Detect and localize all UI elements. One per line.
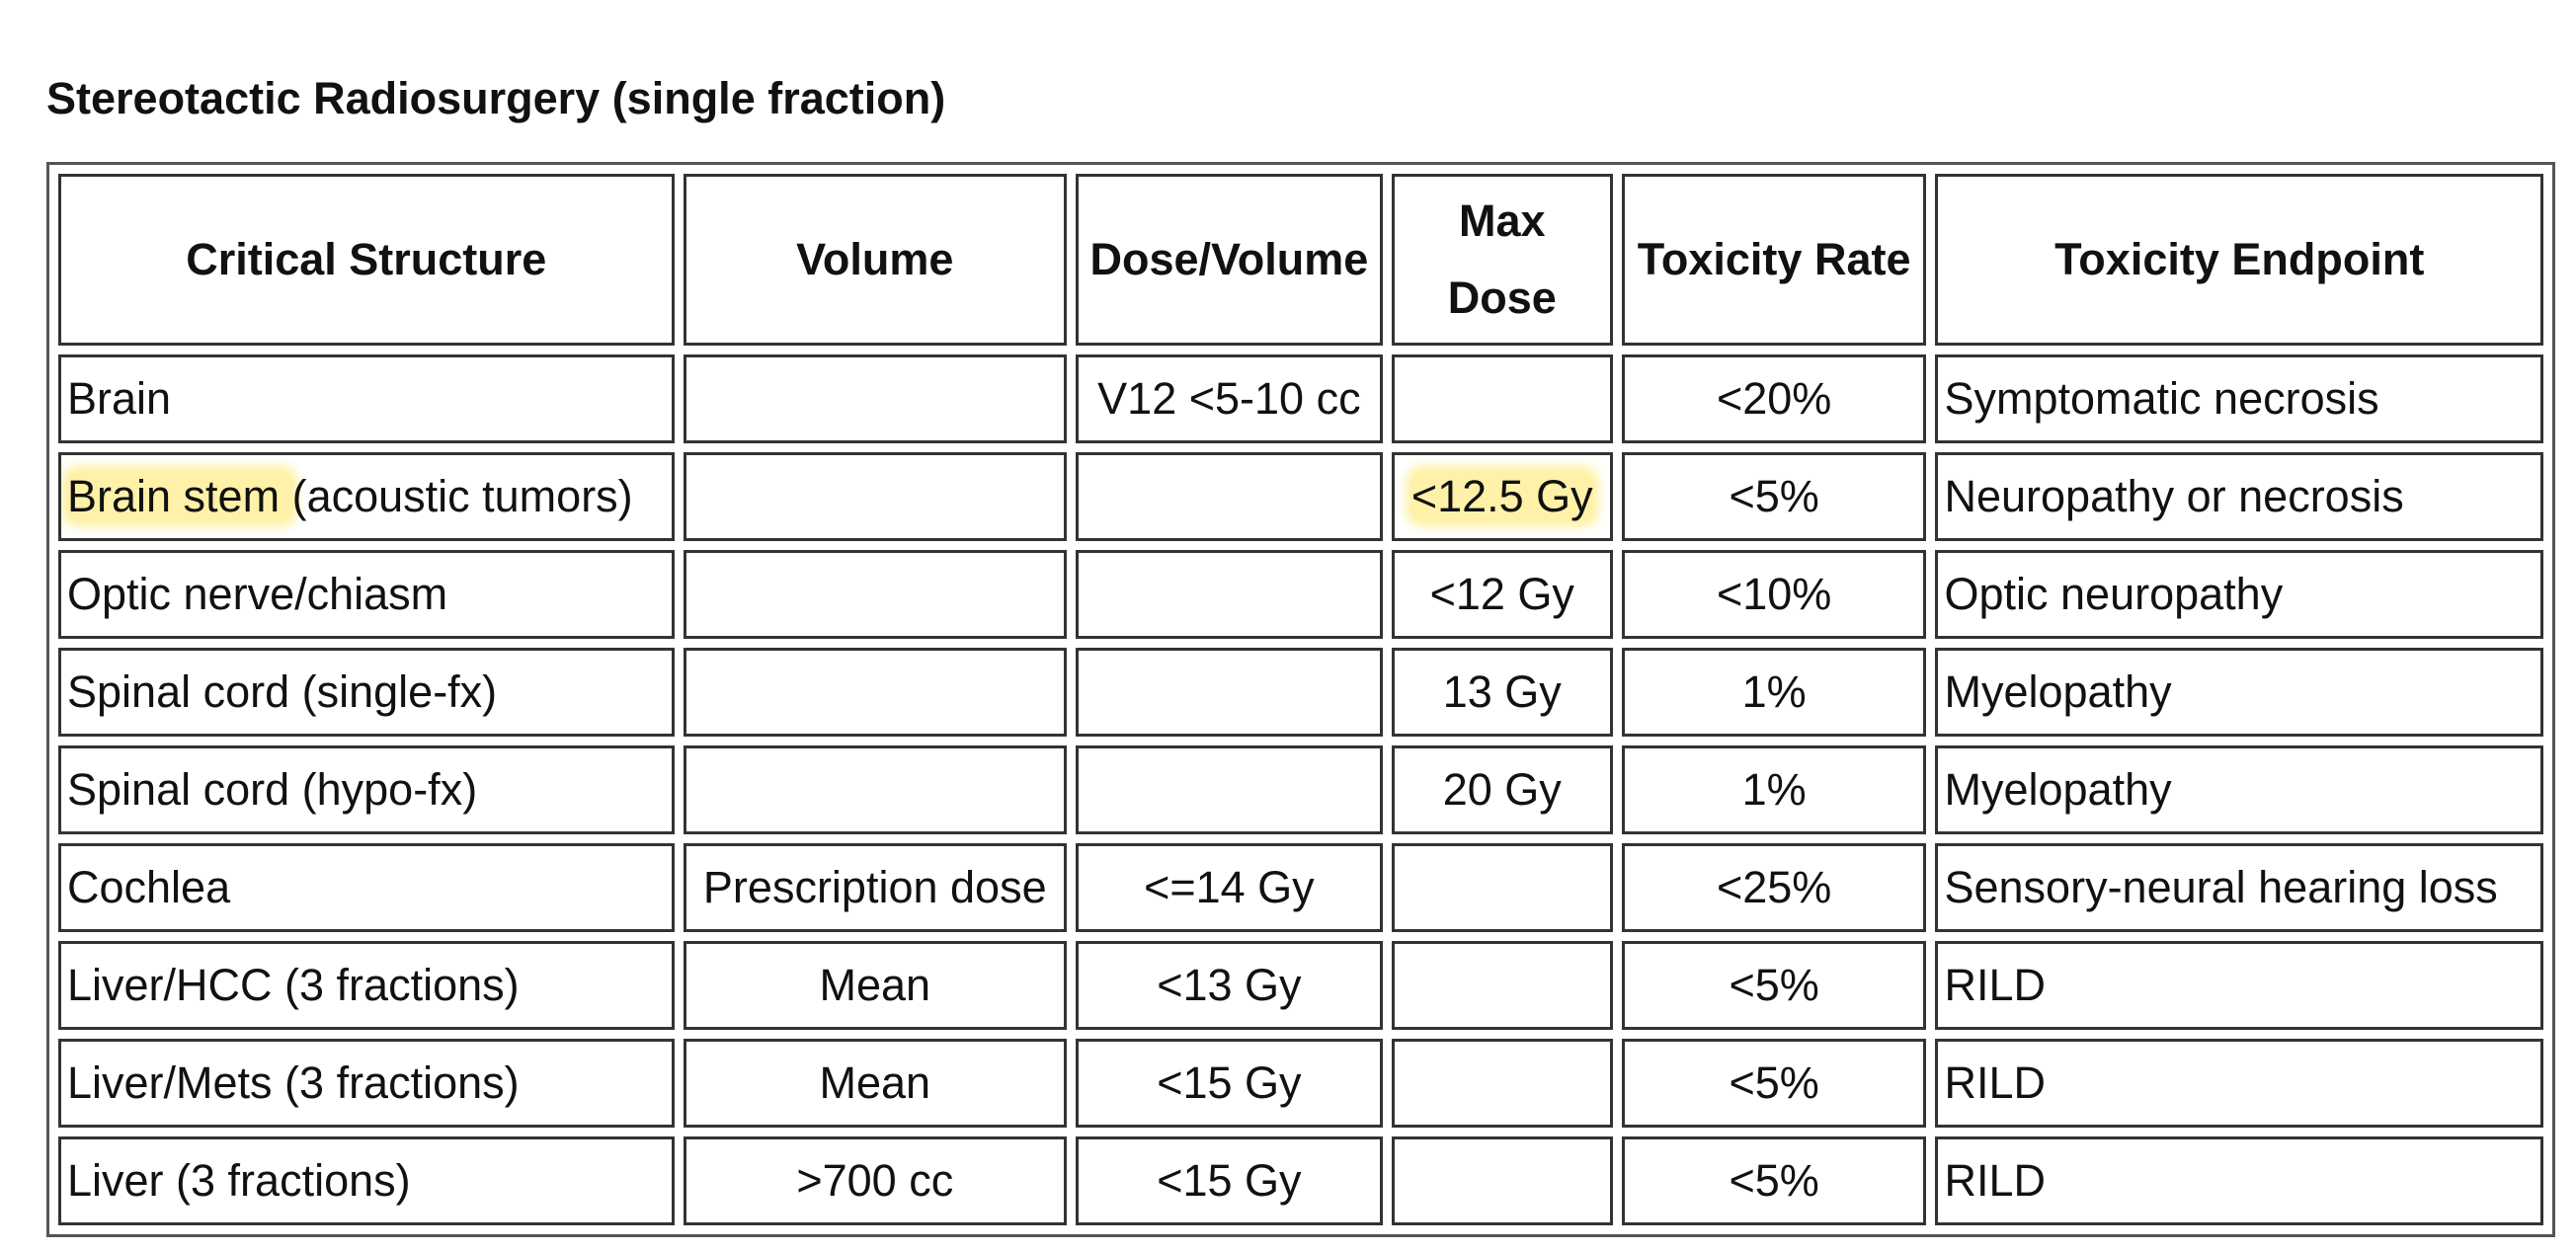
- cell-toxicity-rate: <5%: [1621, 941, 1927, 1030]
- table-row: Brain V12 <5-10 cc <20% Symptomatic necr…: [58, 354, 2543, 443]
- table-row: Liver/Mets (3 fractions) Mean <15 Gy <5%…: [58, 1039, 2543, 1128]
- cell-max-dose: <12 Gy: [1391, 550, 1613, 639]
- header-max-dose-line1: Max: [1458, 196, 1546, 246]
- cell-volume: [683, 452, 1067, 541]
- cell-toxicity-rate: 1%: [1621, 745, 1927, 834]
- cell-dose-volume: [1076, 648, 1383, 737]
- cell-dose-volume: <=14 Gy: [1076, 843, 1383, 932]
- cell-endpoint: Optic neuropathy: [1935, 550, 2543, 639]
- cell-structure: Brain: [58, 354, 675, 443]
- cell-max-dose: <12.5 Gy: [1391, 452, 1613, 541]
- cell-structure: Liver/HCC (3 fractions): [58, 941, 675, 1030]
- cell-dose-volume: V12 <5-10 cc: [1076, 354, 1383, 443]
- cell-endpoint: RILD: [1935, 1136, 2543, 1225]
- cell-endpoint: RILD: [1935, 1039, 2543, 1128]
- header-max-dose-line2: Dose: [1447, 273, 1557, 323]
- table-row: Spinal cord (hypo-fx) 20 Gy 1% Myelopath…: [58, 745, 2543, 834]
- table-container: Critical Structure Volume Dose/Volume Ma…: [46, 162, 2555, 1237]
- cell-dose-volume: <15 Gy: [1076, 1039, 1383, 1128]
- cell-structure: Spinal cord (hypo-fx): [58, 745, 675, 834]
- cell-toxicity-rate: <5%: [1621, 1039, 1927, 1128]
- table-row: Liver (3 fractions) >700 cc <15 Gy <5% R…: [58, 1136, 2543, 1225]
- cell-toxicity-rate: <5%: [1621, 452, 1927, 541]
- cell-max-dose: 13 Gy: [1391, 648, 1613, 737]
- cell-volume: [683, 648, 1067, 737]
- cell-structure-rest: (acoustic tumors): [291, 471, 633, 521]
- cell-endpoint: Myelopathy: [1935, 745, 2543, 834]
- cell-structure: Cochlea: [58, 843, 675, 932]
- cell-volume: [683, 745, 1067, 834]
- table-row: Liver/HCC (3 fractions) Mean <13 Gy <5% …: [58, 941, 2543, 1030]
- cell-dose-volume: <15 Gy: [1076, 1136, 1383, 1225]
- cell-structure: Optic nerve/chiasm: [58, 550, 675, 639]
- cell-dose-volume: [1076, 550, 1383, 639]
- cell-endpoint: RILD: [1935, 941, 2543, 1030]
- cell-toxicity-rate: <10%: [1621, 550, 1927, 639]
- table-row: Optic nerve/chiasm <12 Gy <10% Optic neu…: [58, 550, 2543, 639]
- header-toxicity-rate: Toxicity Rate: [1621, 174, 1927, 346]
- header-volume: Volume: [683, 174, 1067, 346]
- table-row: Cochlea Prescription dose <=14 Gy <25% S…: [58, 843, 2543, 932]
- header-critical-structure: Critical Structure: [58, 174, 675, 346]
- highlighted-text: <12.5 Gy: [1410, 471, 1593, 521]
- cell-endpoint: Symptomatic necrosis: [1935, 354, 2543, 443]
- header-max-dose: Max Dose: [1391, 174, 1613, 346]
- header-toxicity-endpoint: Toxicity Endpoint: [1935, 174, 2543, 346]
- cell-volume: Prescription dose: [683, 843, 1067, 932]
- cell-endpoint: Myelopathy: [1935, 648, 2543, 737]
- header-row: Critical Structure Volume Dose/Volume Ma…: [58, 174, 2543, 346]
- cell-structure: Spinal cord (single-fx): [58, 648, 675, 737]
- cell-max-dose: [1391, 354, 1613, 443]
- cell-volume: Mean: [683, 1039, 1067, 1128]
- cell-endpoint: Sensory-neural hearing loss: [1935, 843, 2543, 932]
- cell-structure: Liver/Mets (3 fractions): [58, 1039, 675, 1128]
- cell-structure: Liver (3 fractions): [58, 1136, 675, 1225]
- cell-toxicity-rate: <20%: [1621, 354, 1927, 443]
- dose-constraint-table: Critical Structure Volume Dose/Volume Ma…: [46, 162, 2555, 1237]
- cell-max-dose: 20 Gy: [1391, 745, 1613, 834]
- cell-volume: Mean: [683, 941, 1067, 1030]
- cell-max-dose: [1391, 1136, 1613, 1225]
- cell-toxicity-rate: 1%: [1621, 648, 1927, 737]
- cell-dose-volume: [1076, 452, 1383, 541]
- cell-structure: Brain stem (acoustic tumors): [58, 452, 675, 541]
- cell-max-dose: [1391, 1039, 1613, 1128]
- cell-max-dose: [1391, 843, 1613, 932]
- header-dose-volume: Dose/Volume: [1076, 174, 1383, 346]
- cell-dose-volume: <13 Gy: [1076, 941, 1383, 1030]
- cell-endpoint: Neuropathy or necrosis: [1935, 452, 2543, 541]
- cell-max-dose: [1391, 941, 1613, 1030]
- cell-toxicity-rate: <25%: [1621, 843, 1927, 932]
- cell-volume: >700 cc: [683, 1136, 1067, 1225]
- table-row: Brain stem (acoustic tumors) <12.5 Gy <5…: [58, 452, 2543, 541]
- table-row: Spinal cord (single-fx) 13 Gy 1% Myelopa…: [58, 648, 2543, 737]
- cell-volume: [683, 550, 1067, 639]
- page-title: Stereotactic Radiosurgery (single fracti…: [46, 73, 946, 123]
- cell-volume: [683, 354, 1067, 443]
- cell-dose-volume: [1076, 745, 1383, 834]
- cell-toxicity-rate: <5%: [1621, 1136, 1927, 1225]
- highlighted-text: Brain stem: [67, 471, 292, 521]
